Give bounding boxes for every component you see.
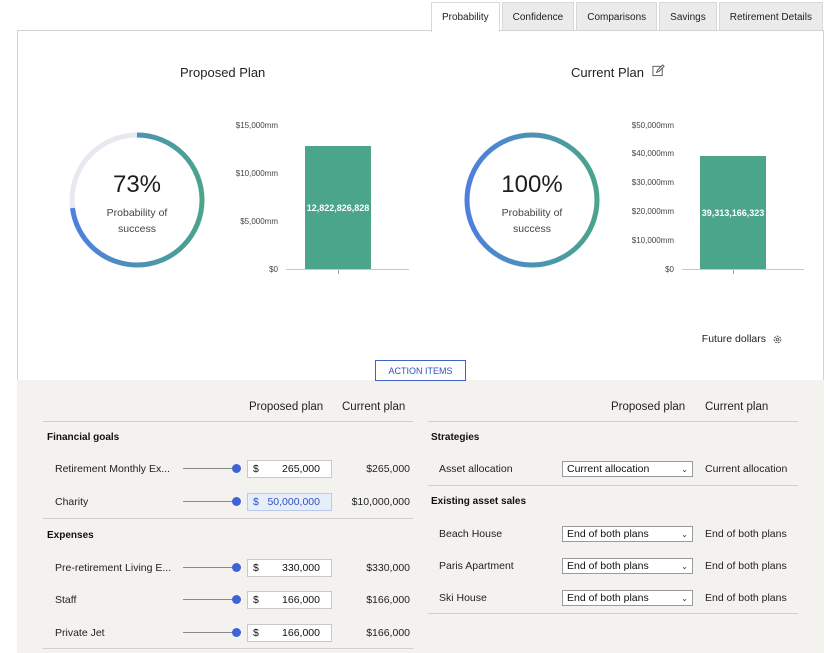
- proposed-ytick: $15,000mm: [235, 121, 278, 130]
- goal-slider-track[interactable]: [183, 501, 237, 502]
- asset-sale-current: End of both plans: [705, 592, 787, 604]
- asset-sale-select[interactable]: End of both plans ⌄: [562, 590, 693, 606]
- proposed-probability-label: Probability of: [106, 207, 168, 219]
- expense-current-value: $166,000: [366, 627, 410, 639]
- current-plan-title: Current Plan: [571, 65, 644, 80]
- probability-panel: Proposed Plan 73% Probability of success…: [17, 30, 824, 381]
- chevron-down-icon: ⌄: [681, 593, 688, 603]
- proposed-ytick: $5,000mm: [240, 217, 278, 226]
- proposed-probability-donut: [69, 132, 205, 268]
- current-ytick: $40,000mm: [631, 149, 674, 158]
- right-col-proposed-header: Proposed plan: [611, 401, 686, 413]
- expense-slider-track[interactable]: [183, 567, 237, 568]
- asset-sale-current: End of both plans: [705, 528, 787, 540]
- expense-amount-input[interactable]: $ 166,000: [247, 591, 332, 609]
- tab-confidence[interactable]: Confidence: [501, 2, 575, 31]
- expenses-heading: Expenses: [47, 530, 94, 541]
- proposed-ytick: $0: [269, 265, 278, 274]
- asset-allocation-current: Current allocation: [705, 463, 788, 475]
- current-bar: [700, 156, 766, 269]
- asset-sale-current: End of both plans: [705, 560, 787, 572]
- current-donut-arc: [464, 132, 600, 268]
- expense-current-value: $166,000: [366, 594, 410, 606]
- future-dollars-label: Future dollars: [701, 333, 766, 345]
- expense-amount-input[interactable]: $ 166,000: [247, 624, 332, 642]
- expense-slider-track[interactable]: [183, 632, 237, 633]
- chevron-down-icon: ⌄: [681, 561, 688, 571]
- tab-bar: Probability Confidence Comparisons Savin…: [430, 2, 823, 32]
- existing-asset-sales-heading: Existing asset sales: [431, 496, 527, 507]
- chevron-down-icon: ⌄: [681, 464, 688, 474]
- right-col-current-header: Current plan: [705, 401, 769, 413]
- goal-slider-thumb[interactable]: [232, 497, 241, 506]
- plan-inputs-panel: Proposed plan Current plan Financial goa…: [17, 380, 824, 653]
- left-col-proposed-header: Proposed plan: [249, 401, 324, 413]
- goal-current-value: $265,000: [366, 463, 410, 475]
- expense-amount-input[interactable]: $ 330,000: [247, 559, 332, 577]
- tab-probability[interactable]: Probability: [430, 2, 500, 32]
- gear-icon[interactable]: [772, 334, 783, 345]
- proposed-probability-label-2: success: [118, 223, 156, 235]
- expense-slider-thumb[interactable]: [232, 563, 241, 572]
- expense-slider-track[interactable]: [183, 599, 237, 600]
- current-bar-label: 39,313,166,323: [701, 208, 765, 218]
- expense-current-value: $330,000: [366, 562, 410, 574]
- asset-sale-select[interactable]: End of both plans ⌄: [562, 558, 693, 574]
- goal-row-label: Retirement Monthly Ex...: [55, 463, 170, 475]
- proposed-donut-arc: [69, 132, 205, 268]
- action-items-button[interactable]: ACTION ITEMS: [375, 360, 466, 381]
- proposed-plan-title: Proposed Plan: [180, 65, 266, 80]
- goal-slider-thumb[interactable]: [232, 464, 241, 473]
- current-ytick: $0: [665, 265, 674, 274]
- current-probability-label-2: success: [513, 223, 551, 235]
- asset-sale-select[interactable]: End of both plans ⌄: [562, 526, 693, 542]
- asset-allocation-label: Asset allocation: [439, 463, 513, 475]
- financial-goals-heading: Financial goals: [47, 432, 120, 443]
- expense-slider-thumb[interactable]: [232, 595, 241, 604]
- expense-row-label: Staff: [55, 594, 77, 606]
- future-dollars-toggle[interactable]: Future dollars: [702, 333, 783, 345]
- asset-sale-label: Ski House: [439, 592, 487, 604]
- expense-row-label: Private Jet: [55, 627, 105, 639]
- edit-icon[interactable]: [652, 64, 665, 77]
- goal-slider-track[interactable]: [183, 468, 237, 469]
- tab-comparisons[interactable]: Comparisons: [576, 2, 658, 31]
- proposed-ytick: $10,000mm: [235, 169, 278, 178]
- left-col-current-header: Current plan: [342, 401, 406, 413]
- goal-amount-input[interactable]: $ 50,000,000: [247, 493, 332, 511]
- current-probability-donut: [464, 132, 600, 268]
- strategies-heading: Strategies: [431, 432, 480, 443]
- current-ytick: $50,000mm: [631, 121, 674, 130]
- current-probability-value: 100%: [501, 171, 563, 198]
- asset-allocation-select[interactable]: Current allocation ⌄: [562, 461, 693, 477]
- asset-sale-label: Beach House: [439, 528, 503, 540]
- proposed-bar: [305, 146, 371, 269]
- goal-row-label: Charity: [55, 496, 89, 508]
- proposed-bar-label: 12,822,826,828: [306, 203, 370, 213]
- tab-retirement-details[interactable]: Retirement Details: [718, 2, 823, 31]
- expense-row-label: Pre-retirement Living E...: [55, 562, 172, 574]
- current-ytick: $20,000mm: [631, 207, 674, 216]
- current-ytick: $10,000mm: [631, 236, 674, 245]
- current-ytick: $30,000mm: [631, 178, 674, 187]
- asset-sale-label: Paris Apartment: [439, 560, 514, 572]
- chevron-down-icon: ⌄: [681, 529, 688, 539]
- tab-savings[interactable]: Savings: [659, 2, 717, 31]
- goal-current-value: $10,000,000: [351, 496, 410, 508]
- goal-amount-input[interactable]: $ 265,000: [247, 460, 332, 478]
- proposed-probability-value: 73%: [112, 171, 162, 198]
- current-probability-label: Probability of: [501, 207, 563, 219]
- current-x-axis: [682, 269, 804, 270]
- proposed-x-axis: [286, 269, 409, 270]
- expense-slider-thumb[interactable]: [232, 628, 241, 637]
